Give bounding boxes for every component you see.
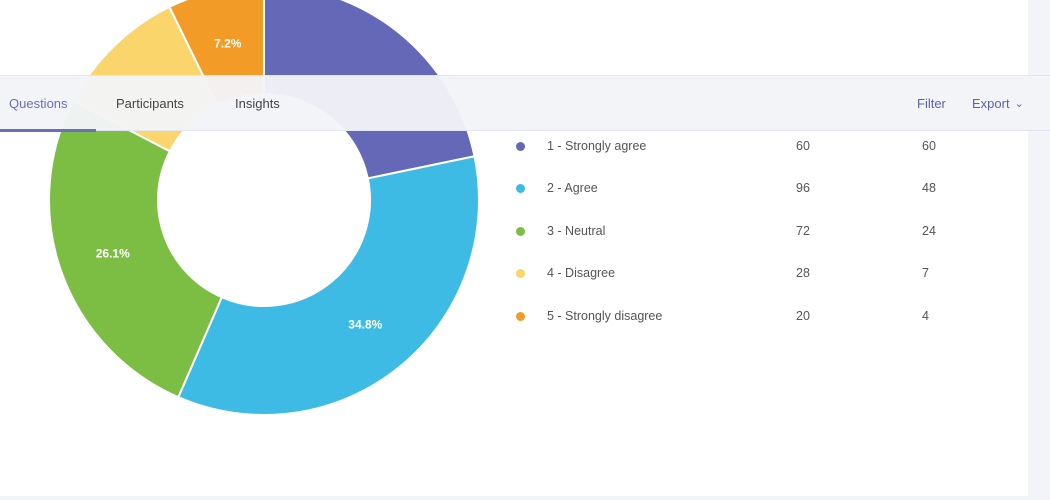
tab-participants[interactable]: Participants	[116, 96, 184, 111]
legend-row-disagree: 4 - Disagree 28 7	[0, 264, 1028, 284]
legend-label: 5 - Strongly disagree	[547, 309, 663, 323]
chevron-down-icon: ⌄	[1014, 98, 1024, 110]
legend-row-strongly-disagree: 5 - Strongly disagree 20 4	[0, 307, 1028, 327]
slice-percent-label: 7.2%	[214, 37, 242, 51]
donut-slice-agree[interactable]	[177, 155, 480, 416]
export-label: Export	[972, 96, 1010, 111]
legend-row-neutral: 3 - Neutral 72 24	[0, 222, 1028, 242]
legend-dot-agree	[516, 184, 525, 193]
secondary-value: 48	[922, 181, 936, 195]
secondary-value: 7	[922, 266, 929, 280]
export-button[interactable]: Export ⌄	[972, 76, 1024, 132]
count-value: 60	[796, 139, 810, 153]
secondary-value: 4	[922, 309, 929, 323]
legend-label: 1 - Strongly agree	[547, 139, 647, 153]
count-value: 96	[796, 181, 810, 195]
count-value: 72	[796, 224, 810, 238]
slice-percent-label: 26.1%	[96, 247, 130, 261]
legend-label: 3 - Neutral	[547, 224, 606, 238]
legend-row-strongly-agree: 1 - Strongly agree 60 60	[0, 137, 1028, 157]
legend-dot-strongly-agree	[516, 142, 525, 151]
slice-percent-label: 34.8%	[348, 318, 382, 332]
tab-questions[interactable]: Questions	[9, 96, 68, 111]
tab-bar: Questions Participants Insights Filter E…	[0, 75, 1050, 132]
secondary-value: 24	[922, 224, 936, 238]
filter-button[interactable]: Filter	[917, 96, 946, 111]
count-value: 28	[796, 266, 810, 280]
legend-label: 4 - Disagree	[547, 266, 616, 280]
secondary-value: 60	[922, 139, 936, 153]
legend-row-agree: 2 - Agree 96 48	[0, 179, 1028, 199]
legend-dot-disagree	[516, 269, 525, 278]
legend-dot-neutral	[516, 227, 525, 236]
legend-label: 2 - Agree	[547, 181, 598, 195]
tab-insights[interactable]: Insights	[235, 96, 280, 111]
count-value: 20	[796, 309, 810, 323]
active-tab-indicator	[0, 129, 96, 132]
legend-dot-strongly-disagree	[516, 312, 525, 321]
